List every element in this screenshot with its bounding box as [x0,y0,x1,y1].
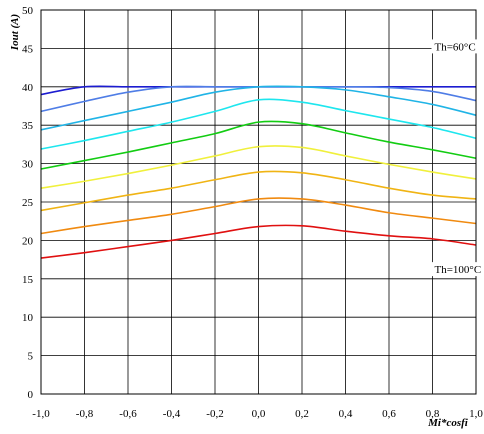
x-tick-label: 0,0 [252,408,266,420]
x-tick-label: 1,0 [469,408,483,420]
y-tick-label: 5 [28,351,34,363]
y-tick-label: 10 [22,312,34,324]
x-tick-label: 0,6 [382,408,396,420]
ticks: -1,0 -0,8 -0,6 -0,4 -0,2 0,0 0,2 0,4 0,6 0,8 1,0 0 5… [22,5,483,420]
y-tick-label: 45 [22,43,34,55]
x-axis-title: Mi*cosfi [427,417,469,429]
y-tick-label: 40 [22,82,34,94]
series-line-5 [40,120,477,170]
x-tick-label: -0,6 [119,408,137,420]
x-tick-label: -0,4 [163,408,181,420]
series-layer [40,85,477,259]
x-tick-label: 0,4 [339,408,353,420]
y-tick-label: 35 [22,120,34,132]
y-tick-label: 0 [28,389,34,401]
series-line-6 [40,145,477,189]
annotation-label-2: Th=100°C [435,264,482,276]
series-line-8 [40,197,477,235]
y-axis-title: Iout (A) [9,14,21,51]
y-tick-label: 25 [22,197,34,209]
series-line-9 [40,224,477,259]
annotation-label-1: Th=60°C [435,41,476,53]
x-tick-label: -0,2 [206,408,223,420]
y-tick-label: 50 [22,5,34,17]
plot-frame [40,9,477,395]
x-tick-label: 0,8 [426,408,440,420]
x-tick-label: -0,8 [76,408,94,420]
series-line-7 [40,170,477,212]
y-tick-label: 20 [22,235,34,247]
annotations: Th=60°C Th=100°C [431,39,484,277]
annotation-bg-2 [431,262,484,277]
x-tick-label: 0,2 [295,408,309,420]
annotation-bg-1 [431,39,483,54]
y-tick-label: 30 [22,159,34,171]
series-line-4 [40,98,477,150]
series-line-3 [40,85,477,131]
x-tick-label: -1,0 [32,408,50,420]
y-tick-label: 15 [22,274,34,286]
